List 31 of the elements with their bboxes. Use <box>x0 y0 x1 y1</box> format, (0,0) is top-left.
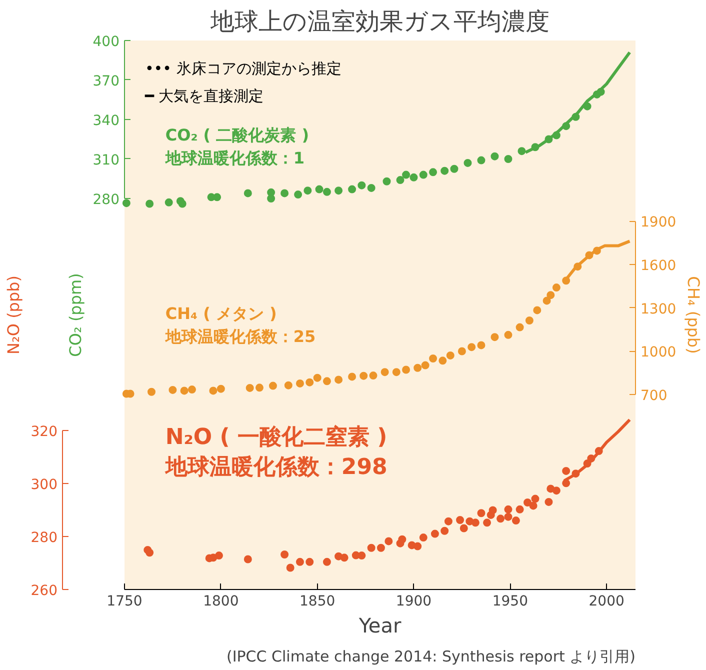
y2-axis-title: CH₄ (ppb) <box>684 276 704 354</box>
x-axis-title: Year <box>358 614 402 638</box>
y3-tick-label: 280 <box>30 530 58 546</box>
annotation: ━ 大気を直接測定 <box>144 87 264 106</box>
y-tick-label: 280 <box>92 192 120 208</box>
text: N₂O ( 一酸化二窒素 ) 地球温暖化係数：298 <box>164 424 388 480</box>
y3-tick-label: 320 <box>30 424 58 440</box>
text: (IPCC Climate change 2014: Synthesis report より引用) <box>226 648 636 666</box>
x-tick-label: 2000 <box>588 594 624 610</box>
series-label: CH₄ ( メタン ) 地球温暖化係数：25 <box>164 304 316 346</box>
y3-axis-title: N₂O (ppb) <box>4 275 23 355</box>
annotation: ••• 氷床コアの測定から推定 <box>144 60 342 78</box>
series-label: CO₂ ( 二酸化炭素 ) 地球温暖化係数：1 <box>164 126 310 168</box>
y3-tick-label: 300 <box>30 476 58 493</box>
y-axis-title: CO₂ (ppm) <box>66 273 85 357</box>
y-tick-label: 400 <box>92 34 120 50</box>
y2-tick-label: 1600 <box>640 258 676 274</box>
y-tick-label: 340 <box>92 112 120 129</box>
x-tick-label: 1950 <box>492 594 528 610</box>
x-tick-label: 1800 <box>203 594 239 610</box>
y2-tick-label: 700 <box>640 388 668 404</box>
y2-tick-label: 1900 <box>640 214 676 231</box>
y3-tick-label: 260 <box>30 583 58 599</box>
y-tick-label: 370 <box>92 73 120 90</box>
chart-title: 地球上の温室効果ガス平均濃度 <box>210 8 550 36</box>
y2-tick-label: 1300 <box>640 301 676 318</box>
y-tick-label: 310 <box>92 152 120 168</box>
y2-tick-label: 1000 <box>640 344 676 361</box>
x-tick-label: 1750 <box>106 594 142 610</box>
x-tick-label: 1900 <box>396 594 432 610</box>
x-tick-label: 1850 <box>300 594 336 610</box>
